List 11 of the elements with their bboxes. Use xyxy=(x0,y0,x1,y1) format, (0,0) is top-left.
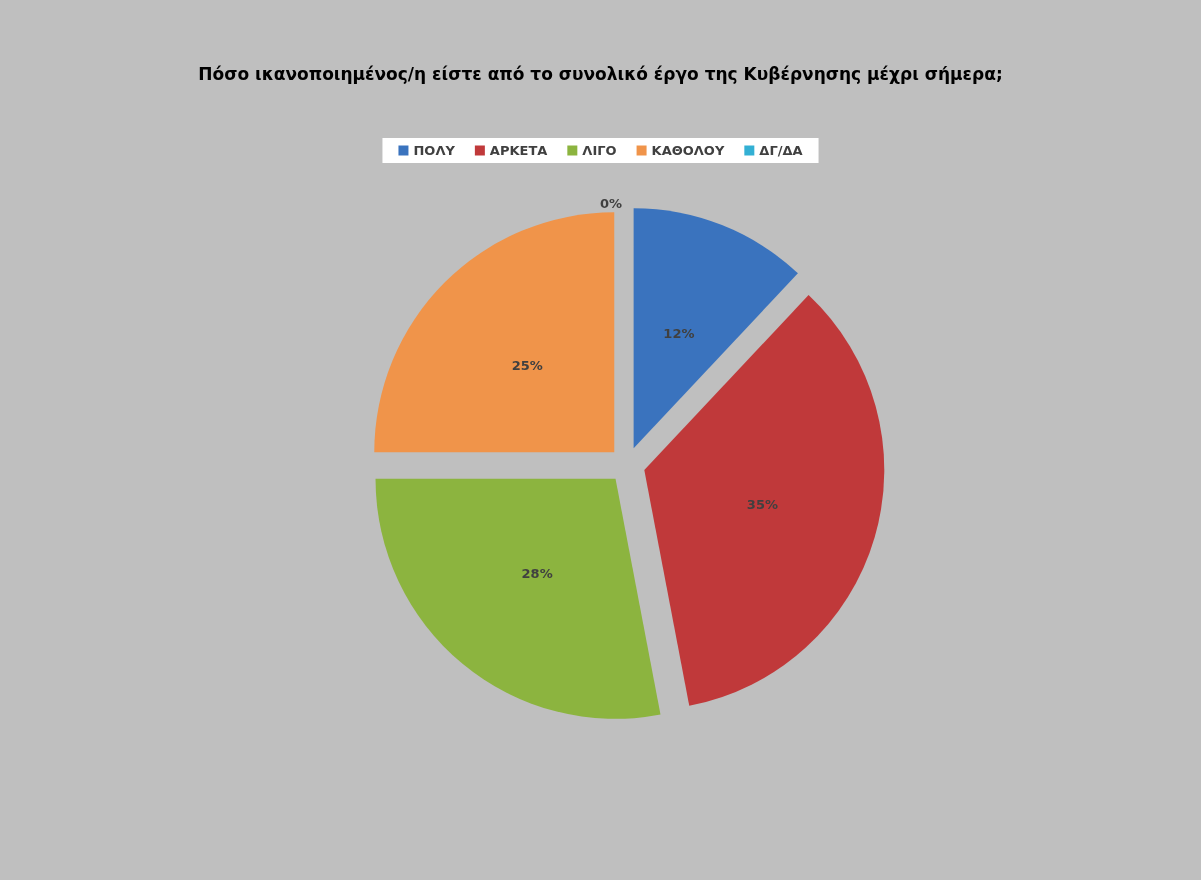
legend-label: ΛΙΓΟ xyxy=(582,143,617,158)
data-label: 12% xyxy=(663,326,695,342)
data-label: 28% xyxy=(521,566,553,582)
data-label: 35% xyxy=(746,496,778,512)
text: 0% xyxy=(599,195,622,211)
legend-label: ΔΓ/ΔΑ xyxy=(759,143,803,158)
chart-title: Πόσο ικανοποιημένος/η είστε από το συνολικό έργο της Κυβέρνησης μέχρι σήμερα; xyxy=(198,63,1003,84)
legend-label: ΚΑΘΟΛΟΥ xyxy=(651,143,725,158)
legend-label: ΠΟΛΥ xyxy=(413,143,456,158)
legend-label: ΑΡΚΕΤΑ xyxy=(489,143,548,158)
data-label: 25% xyxy=(511,357,543,373)
